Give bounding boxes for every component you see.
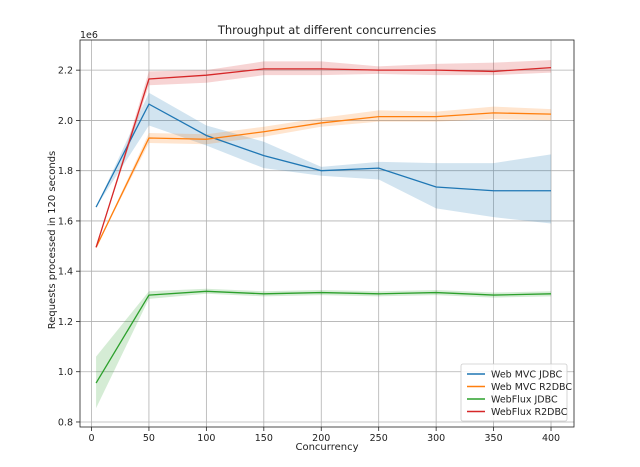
y-offset-text: 1e6 <box>80 30 98 41</box>
plot-frame <box>79 39 575 428</box>
legend-label-web-mvc-r2dbc: Web MVC R2DBC <box>491 382 572 393</box>
y-axis-label: Requests processed in 120 seconds <box>47 151 58 330</box>
confidence-bands <box>96 60 552 409</box>
legend-label-webflux-r2dbc: WebFlux R2DBC <box>491 407 568 418</box>
x-tick-label: 100 <box>197 433 215 444</box>
x-tick-label: 200 <box>312 433 330 444</box>
web-mvc-jdbc-line <box>95 103 552 208</box>
y-tick-label: 2.0 <box>58 116 73 127</box>
y-tick-label: 1.0 <box>58 367 73 378</box>
y-tick-label: 0.8 <box>58 417 73 428</box>
y-tick-label: 2.2 <box>58 66 73 77</box>
web-mvc-jdbc-band <box>96 92 552 224</box>
webflux-r2dbc-line <box>95 66 552 248</box>
x-tick-label: 150 <box>255 433 273 444</box>
y-tick-label: 1.6 <box>58 216 73 227</box>
web-mvc-r2dbc-line <box>95 112 552 248</box>
y-tick-label: 1.2 <box>58 317 73 328</box>
webflux-r2dbc-band <box>96 60 552 248</box>
x-tick-label: 250 <box>370 433 388 444</box>
web-mvc-r2dbc-band <box>96 106 552 248</box>
chart-title: Throughput at different concurrencies <box>217 23 436 37</box>
legend-label-webflux-jdbc: WebFlux JDBC <box>491 395 558 406</box>
axis-ticks: 0 50 100 150 200 250 300 350 400 0.8 1.0 1.2 1.4 1.6 1… <box>58 66 560 444</box>
legend-label-web-mvc-jdbc: Web MVC JDBC <box>491 370 563 381</box>
x-tick-label: 50 <box>143 433 155 444</box>
series-lines <box>95 66 552 384</box>
webflux-jdbc-band <box>96 288 552 409</box>
x-tick-label: 0 <box>88 433 94 444</box>
legend-box <box>460 363 568 422</box>
x-axis-label: Concurrency <box>295 442 358 453</box>
y-tick-label: 1.4 <box>58 267 73 278</box>
y-tick-label: 1.8 <box>58 166 73 177</box>
x-tick-label: 400 <box>542 433 560 444</box>
x-tick-label: 350 <box>485 433 503 444</box>
webflux-jdbc-line <box>95 290 552 384</box>
x-tick-label: 300 <box>427 433 445 444</box>
